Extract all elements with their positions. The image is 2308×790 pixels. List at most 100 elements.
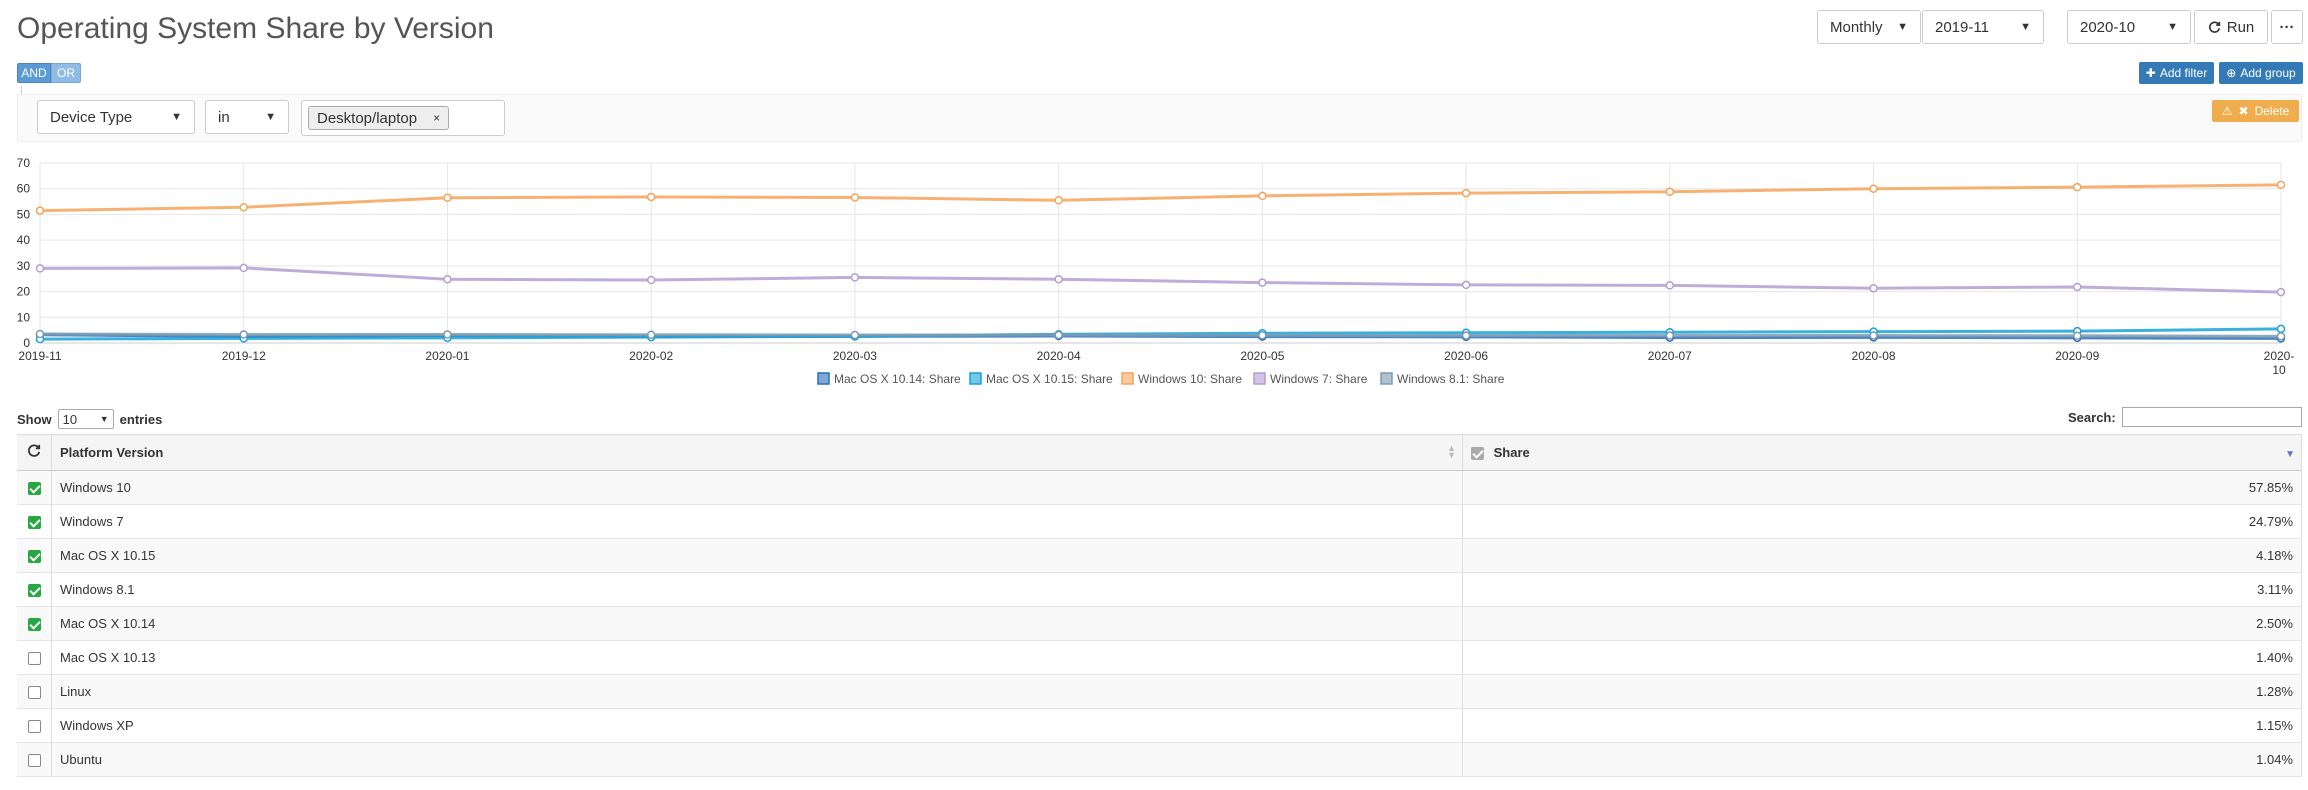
data-point[interactable] (443, 193, 452, 202)
legend-item[interactable]: Windows 8.1: Share (1380, 372, 1505, 386)
table-row[interactable]: Windows 8.1 3.11% (17, 572, 2302, 607)
filter-field-select[interactable]: Device Type ▼ (37, 100, 195, 134)
filter-operator-select[interactable]: in ▼ (205, 100, 289, 134)
data-point[interactable] (646, 192, 656, 202)
series-4 (35, 329, 2286, 341)
more-button[interactable]: ··· (2271, 10, 2303, 44)
data-point[interactable] (1258, 191, 1267, 201)
delete-filter-button[interactable]: ⚠ ✖ Delete (2212, 100, 2299, 122)
row-checkbox[interactable] (27, 482, 41, 496)
legend-item[interactable]: Mac OS X 10.15: Share (969, 372, 1113, 386)
data-point[interactable] (2073, 282, 2082, 292)
table-row[interactable]: Mac OS X 10.14 2.50% (17, 606, 2302, 641)
data-point[interactable] (2073, 182, 2082, 192)
row-checkbox[interactable] (27, 618, 41, 632)
share-cell: 1.15% (1462, 708, 2302, 743)
data-point[interactable] (35, 329, 45, 339)
row-checkbox[interactable] (27, 584, 41, 598)
table-row[interactable]: Windows XP 1.15% (17, 708, 2302, 743)
data-point[interactable] (1461, 331, 1471, 340)
row-checkbox[interactable] (27, 754, 41, 768)
data-point[interactable] (443, 330, 452, 339)
tag-remove-icon[interactable]: × (433, 111, 441, 125)
data-point[interactable] (850, 330, 860, 340)
series-3 (35, 263, 2286, 297)
x-tick-label: 2020- (2264, 349, 2295, 363)
legend-item[interactable]: Mac OS X 10.14: Share (817, 372, 961, 386)
legend-label: Windows 7: Share (1270, 372, 1368, 386)
end-date-select[interactable]: 2020-10 ▼ (2067, 10, 2191, 44)
row-checkbox[interactable] (27, 720, 41, 734)
entries-select[interactable]: 10 ▼ (57, 409, 114, 429)
data-point[interactable] (1461, 280, 1471, 290)
table-row[interactable]: Linux 1.28% (17, 674, 2302, 709)
data-point[interactable] (646, 330, 656, 340)
column-header-share[interactable]: Share ▼ (1462, 434, 2302, 471)
x-tick-label: 2020-04 (1037, 349, 1081, 363)
data-point[interactable] (646, 275, 656, 285)
run-button[interactable]: Run (2194, 10, 2268, 44)
share-column-checkbox[interactable] (1471, 447, 1484, 461)
data-point[interactable] (1461, 188, 1471, 198)
x-tick-label: 2019-11 (18, 349, 61, 363)
data-point[interactable] (2073, 331, 2082, 341)
data-point[interactable] (1258, 331, 1267, 340)
legend-swatch (969, 372, 982, 385)
data-point[interactable] (443, 274, 452, 284)
platform-version-cell: Mac OS X 10.13 (51, 640, 1463, 675)
plus-circle-icon: ⊕ (2226, 66, 2237, 80)
or-toggle[interactable]: OR (51, 63, 81, 83)
table-row[interactable]: Windows 10 57.85% (17, 470, 2302, 505)
filter-value-input[interactable]: Desktop/laptop × (301, 100, 505, 136)
column-header-platform[interactable]: Platform Version ▲ ▼ (51, 434, 1463, 471)
data-point[interactable] (850, 273, 860, 282)
table-row[interactable]: Windows 7 24.79% (17, 504, 2302, 539)
table-row[interactable]: Mac OS X 10.13 1.40% (17, 640, 2302, 675)
data-point[interactable] (1054, 196, 1063, 205)
add-filter-button[interactable]: ✚ Add filter (2139, 62, 2214, 84)
data-point[interactable] (2276, 287, 2286, 297)
refresh-column-header[interactable] (17, 434, 52, 471)
start-date-select[interactable]: 2019-11 ▼ (1922, 10, 2044, 44)
table-row[interactable]: Mac OS X 10.15 4.18% (17, 538, 2302, 573)
row-checkbox-cell (17, 640, 52, 675)
data-point[interactable] (850, 193, 860, 202)
row-checkbox[interactable] (27, 686, 41, 700)
chevron-down-icon: ▼ (2167, 21, 2178, 33)
x-tick-label: 2020-08 (1852, 349, 1896, 363)
data-point[interactable] (2276, 324, 2286, 334)
data-point[interactable] (239, 263, 248, 273)
add-group-button[interactable]: ⊕ Add group (2219, 62, 2303, 84)
platform-version-cell: Mac OS X 10.15 (51, 538, 1463, 573)
data-point[interactable] (1665, 187, 1675, 197)
table-row[interactable]: Ubuntu 1.04% (17, 742, 2302, 777)
row-checkbox[interactable] (27, 652, 41, 666)
row-checkbox[interactable] (27, 550, 41, 564)
share-cell: 1.40% (1462, 640, 2302, 675)
platform-version-cell: Windows XP (51, 708, 1463, 743)
data-point[interactable] (35, 264, 45, 273)
platform-version-cell: Ubuntu (51, 742, 1463, 777)
x-tick-label: 2020-01 (425, 349, 469, 363)
data-point[interactable] (239, 330, 248, 339)
legend-label: Windows 8.1: Share (1397, 372, 1505, 386)
data-point[interactable] (1054, 274, 1063, 284)
data-point[interactable] (1869, 283, 1878, 293)
data-point[interactable] (1665, 331, 1675, 340)
row-checkbox[interactable] (27, 516, 41, 530)
data-point[interactable] (1869, 184, 1878, 193)
data-point[interactable] (1665, 281, 1675, 290)
data-point[interactable] (1054, 330, 1063, 340)
and-toggle[interactable]: AND (17, 63, 51, 83)
add-filter-label: Add filter (2159, 66, 2208, 80)
data-point[interactable] (2276, 180, 2286, 190)
data-point[interactable] (239, 202, 248, 212)
legend-item[interactable]: Windows 10: Share (1121, 372, 1242, 386)
data-point[interactable] (1258, 278, 1267, 287)
legend-item[interactable]: Windows 7: Share (1253, 372, 1368, 386)
interval-select[interactable]: Monthly ▼ (1817, 10, 1921, 44)
data-point[interactable] (35, 206, 45, 215)
search-input[interactable] (2122, 407, 2302, 427)
data-point[interactable] (2276, 332, 2286, 341)
data-point[interactable] (1869, 331, 1878, 340)
